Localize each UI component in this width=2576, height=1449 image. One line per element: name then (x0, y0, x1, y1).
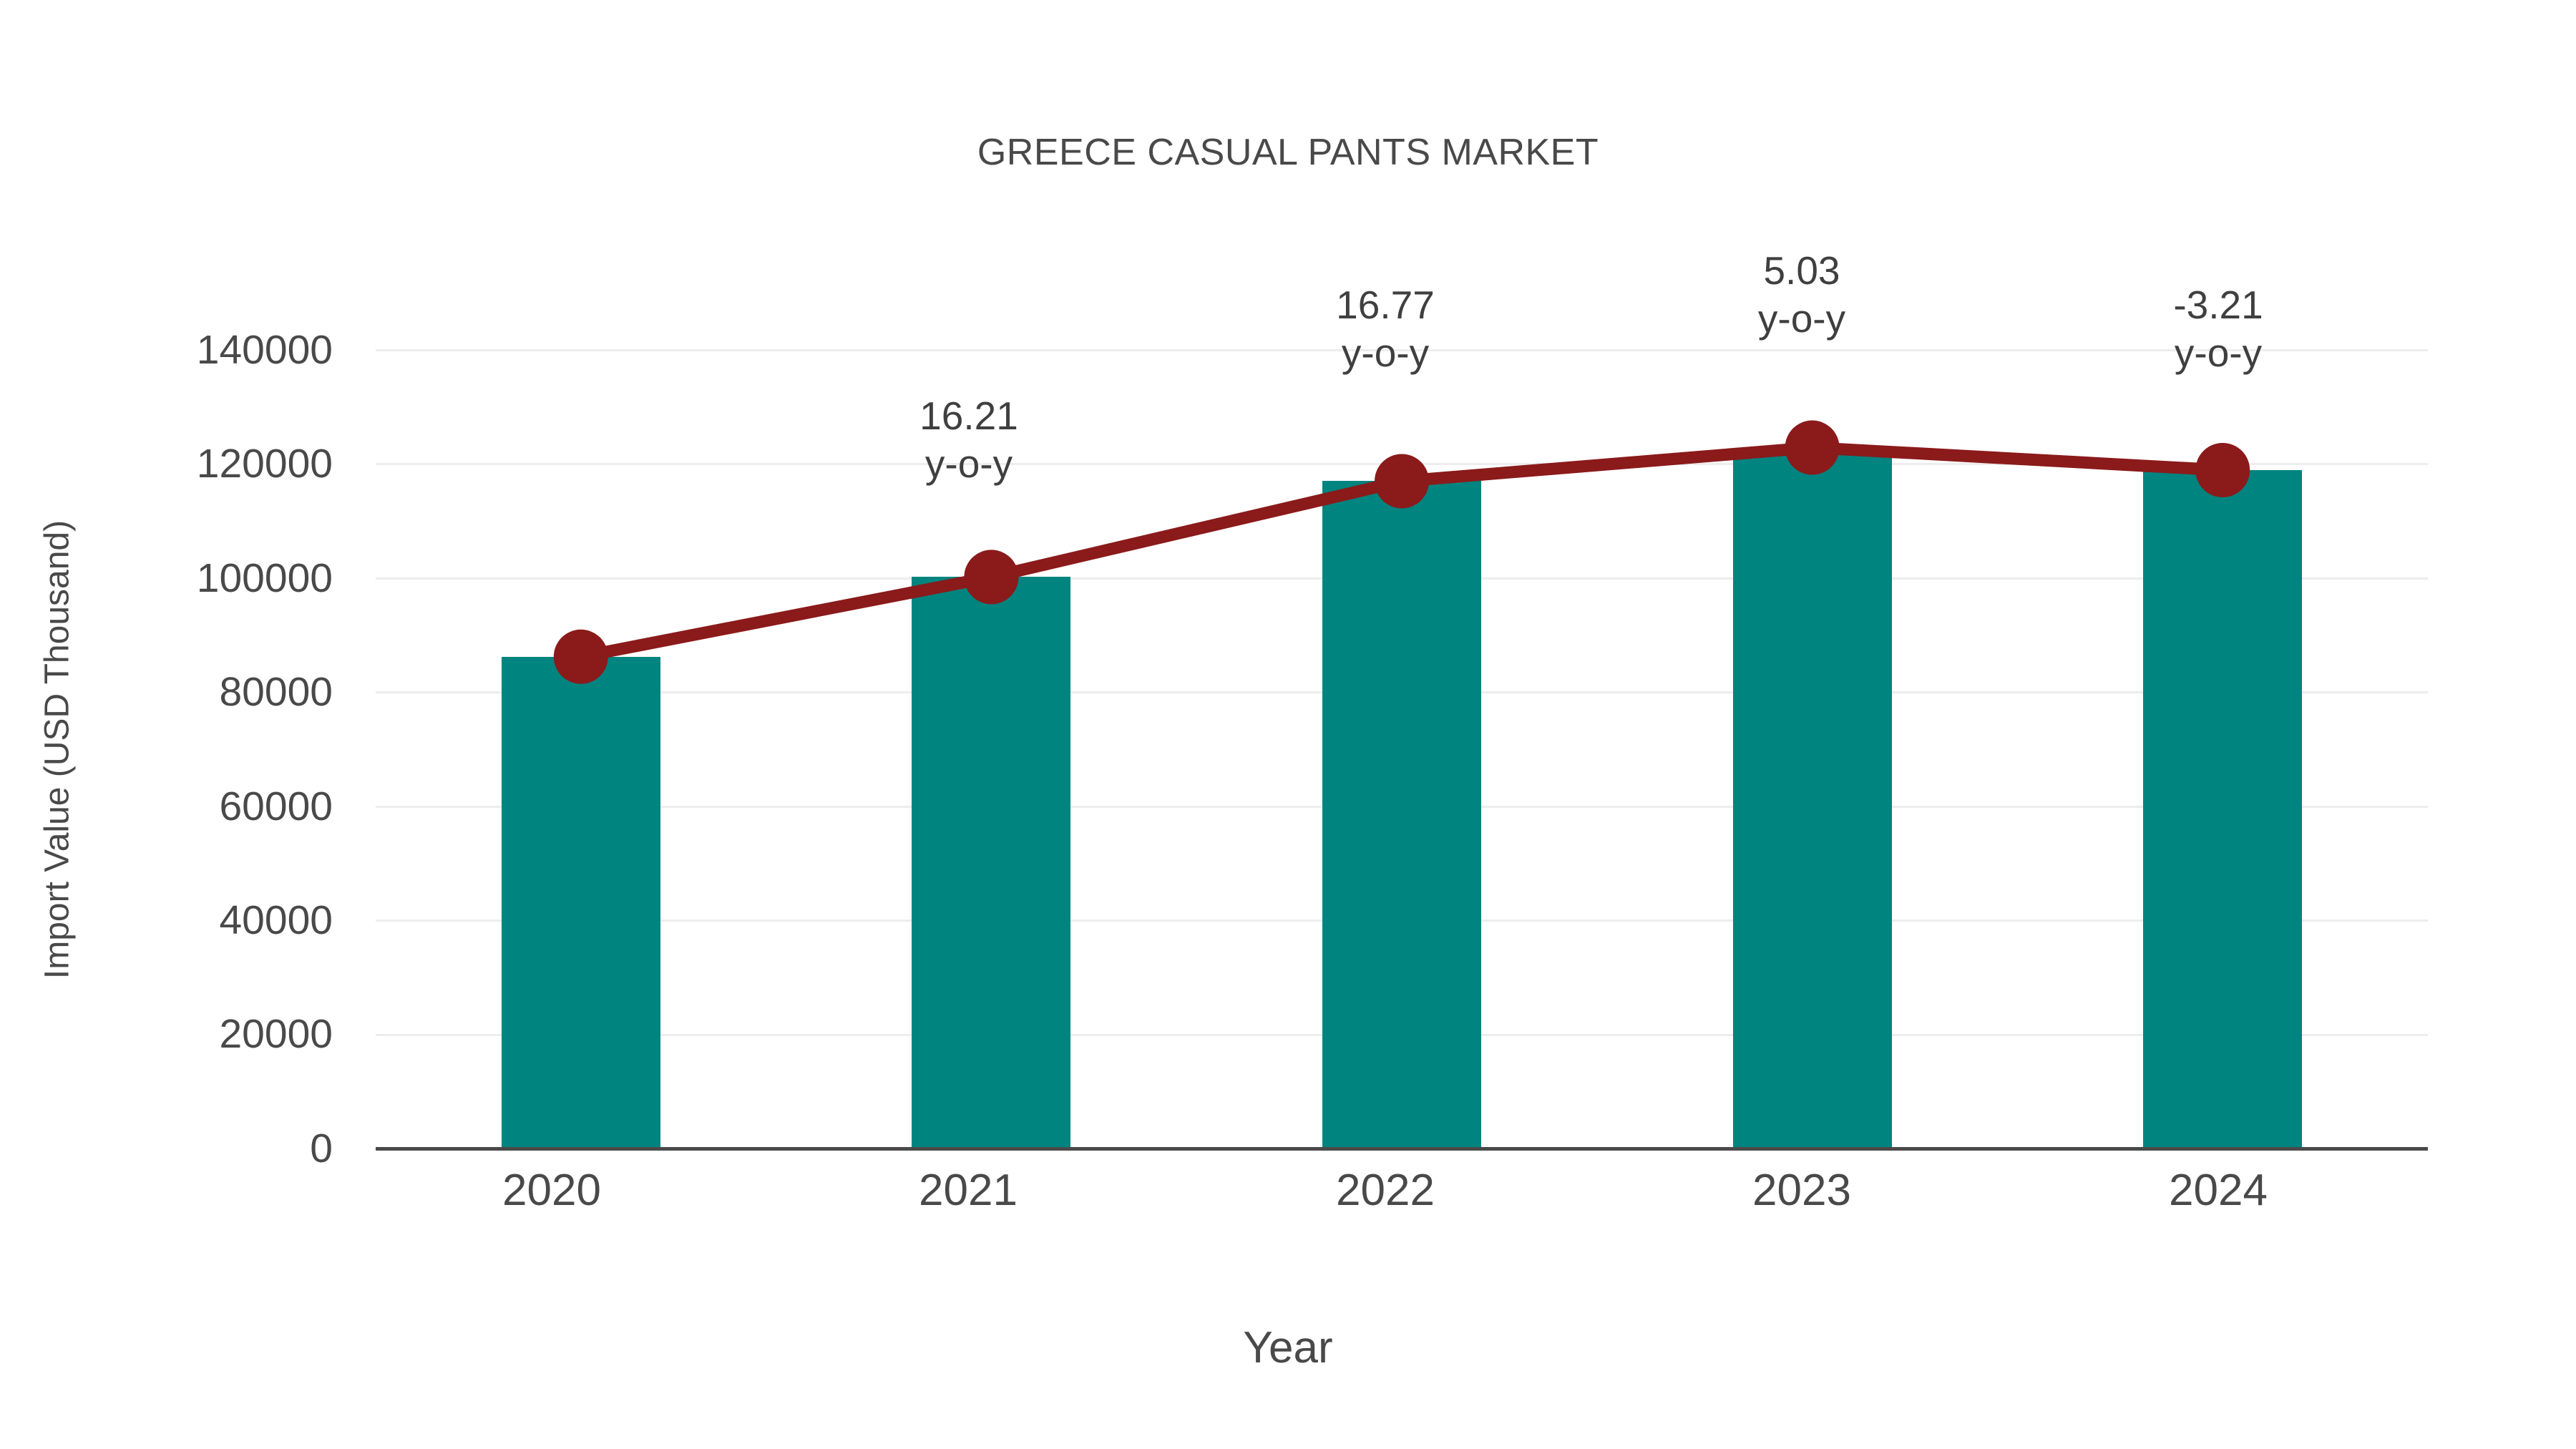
y-axis-tick-40000: 40000 (219, 897, 333, 943)
gridline-120000 (376, 463, 2428, 465)
y-axis-tick-120000: 120000 (196, 441, 333, 487)
annotation-2022-value: 16.77 (1336, 283, 1435, 327)
x-axis-tick-2021: 2021 (919, 1166, 1018, 1215)
x-axis-tick-2022: 2022 (1336, 1166, 1435, 1215)
x-axis-tick-2020: 2020 (502, 1166, 601, 1215)
y-axis-tick-100000: 100000 (196, 555, 333, 601)
x-axis-tick-2023: 2023 (1752, 1166, 1851, 1215)
annotation-2022-unit: y-o-y (1341, 331, 1430, 376)
annotation-2024: -3.21 y-o-y (2032, 281, 2404, 377)
bar-2020[interactable] (501, 656, 660, 1148)
annotation-2023-unit: y-o-y (1757, 296, 1846, 341)
y-axis-tick-80000: 80000 (219, 669, 333, 715)
bar-2021[interactable] (912, 577, 1071, 1148)
x-axis-line (376, 1147, 2428, 1151)
annotation-2024-value: -3.21 (2173, 283, 2263, 327)
annotation-2021-unit: y-o-y (924, 441, 1013, 487)
x-axis-tick-2024: 2024 (2169, 1166, 2268, 1215)
chart-title: GREECE CASUAL PANTS MARKET (977, 132, 1599, 173)
plot-area (376, 349, 2428, 1148)
x-axis-title: Year (1243, 1323, 1333, 1372)
annotation-2021-value: 16.21 (919, 394, 1018, 438)
y-axis-tick-60000: 60000 (219, 784, 333, 829)
annotation-2024-unit: y-o-y (2174, 331, 2263, 376)
bar-2023[interactable] (1732, 447, 1892, 1148)
gridline-140000 (376, 349, 2428, 351)
annotation-2023-value: 5.03 (1763, 248, 1840, 293)
annotation-2021: 16.21 y-o-y (783, 392, 1155, 488)
y-axis-tick-140000: 140000 (196, 327, 333, 373)
annotation-2023: 5.03 y-o-y (1616, 247, 1988, 343)
y-axis-title: Import Value (USD Thousand) (38, 519, 77, 980)
bar-2024[interactable] (2143, 469, 2303, 1148)
y-axis-tick-20000: 20000 (219, 1011, 333, 1057)
y-axis-tick-0: 0 (310, 1126, 333, 1171)
bar-2022[interactable] (1322, 481, 1481, 1148)
annotation-2022: 16.77 y-o-y (1199, 281, 1571, 377)
